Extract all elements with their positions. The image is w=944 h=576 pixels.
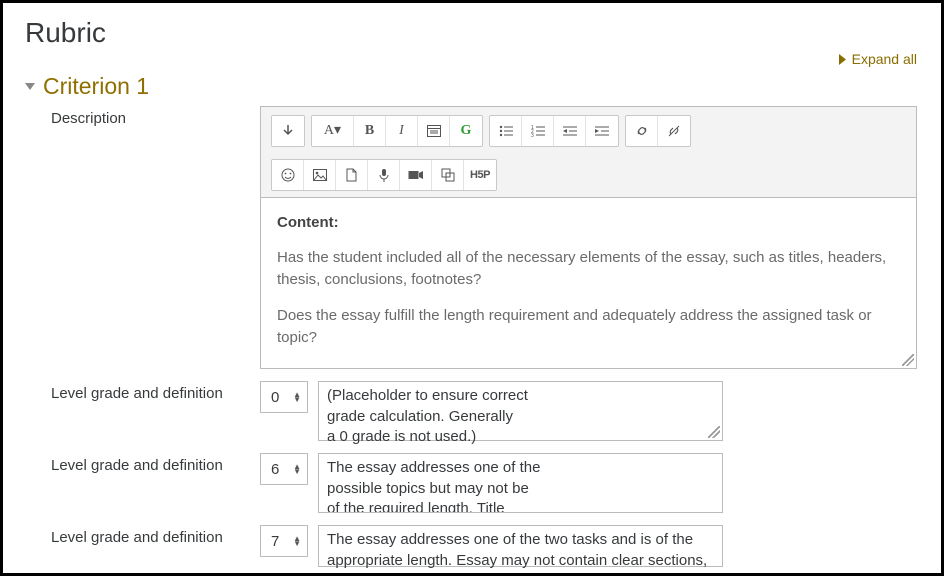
content-paragraph-2: Does the essay fulfill the length requir… [277, 305, 900, 349]
toolbar-expand-button[interactable] [272, 116, 304, 146]
spinner-arrows-icon: ▲▼ [293, 464, 301, 474]
resize-handle-icon[interactable] [708, 426, 720, 438]
expand-all-label: Expand all [852, 51, 917, 67]
emoji-button[interactable] [272, 160, 304, 190]
editor-toolbar: A▾ B I G 123 [261, 107, 916, 198]
page-title: Rubric [25, 17, 917, 49]
video-button[interactable] [400, 160, 432, 190]
outdent-button[interactable] [554, 116, 586, 146]
rubric-frame: Rubric Expand all Criterion 1 Descriptio… [0, 0, 944, 576]
h5p-button[interactable]: H5P [464, 160, 496, 190]
content-label: Content: [277, 214, 339, 231]
indent-button[interactable] [586, 116, 618, 146]
grade-spinner-0[interactable]: 0 ▲▼ [260, 381, 308, 413]
expand-all-link[interactable]: Expand all [839, 51, 917, 67]
description-field: A▾ B I G 123 [260, 106, 917, 370]
expand-all-row: Expand all [25, 51, 917, 69]
level-field-1: 6 ▲▼ The essay addresses one of the poss… [260, 453, 917, 513]
grade-value-2: 7 [271, 533, 279, 550]
g-button[interactable]: G [450, 116, 482, 146]
copy-button[interactable] [432, 160, 464, 190]
grade-value-1: 6 [271, 461, 279, 478]
description-label: Description [25, 106, 260, 370]
insert-panel-button[interactable] [418, 116, 450, 146]
criterion-title: Criterion 1 [43, 73, 149, 100]
definition-textarea-1[interactable]: The essay addresses one of the possible … [318, 453, 723, 513]
link-button[interactable] [626, 116, 658, 146]
caret-down-icon [25, 83, 35, 90]
rich-text-editor: A▾ B I G 123 [260, 106, 917, 370]
toolbar-group-lists: 123 [489, 115, 619, 147]
caret-right-icon [839, 54, 848, 65]
level-field-2: 7 ▲▼ The essay addresses one of the two … [260, 525, 917, 567]
font-style-button[interactable]: A▾ [312, 116, 354, 146]
level-label-1: Level grade and definition [25, 453, 260, 513]
level-row-0: Level grade and definition 0 ▲▼ (Placeho… [25, 381, 917, 441]
grade-spinner-1[interactable]: 6 ▲▼ [260, 453, 308, 485]
definition-textarea-2[interactable]: The essay addresses one of the two tasks… [318, 525, 723, 567]
definition-textarea-0[interactable]: (Placeholder to ensure correct grade cal… [318, 381, 723, 441]
grade-spinner-2[interactable]: 7 ▲▼ [260, 525, 308, 557]
bold-button[interactable]: B [354, 116, 386, 146]
numbered-list-button[interactable]: 123 [522, 116, 554, 146]
toolbar-group-link [625, 115, 691, 147]
criterion-header[interactable]: Criterion 1 [25, 73, 917, 100]
bullet-list-button[interactable] [490, 116, 522, 146]
toolbar-group-font: A▾ B I G [311, 115, 483, 147]
italic-button[interactable]: I [386, 116, 418, 146]
resize-handle-icon[interactable] [902, 354, 914, 366]
level-label-0: Level grade and definition [25, 381, 260, 441]
image-button[interactable] [304, 160, 336, 190]
level-field-0: 0 ▲▼ (Placeholder to ensure correct grad… [260, 381, 917, 441]
microphone-button[interactable] [368, 160, 400, 190]
description-row: Description A▾ B I G 1 [25, 106, 917, 370]
spinner-arrows-icon: ▲▼ [293, 536, 301, 546]
svg-text:3: 3 [531, 133, 534, 137]
toolbar-group-media: H5P [271, 159, 497, 191]
spinner-arrows-icon: ▲▼ [293, 392, 301, 402]
content-paragraph-1: Has the student included all of the nece… [277, 247, 900, 291]
unlink-button[interactable] [658, 116, 690, 146]
level-row-2: Level grade and definition 7 ▲▼ The essa… [25, 525, 917, 567]
file-button[interactable] [336, 160, 368, 190]
toolbar-group-expand [271, 115, 305, 147]
level-row-1: Level grade and definition 6 ▲▼ The essa… [25, 453, 917, 513]
grade-value-0: 0 [271, 389, 279, 406]
editor-content-area[interactable]: Content: Has the student included all of… [261, 198, 916, 369]
level-label-2: Level grade and definition [25, 525, 260, 567]
